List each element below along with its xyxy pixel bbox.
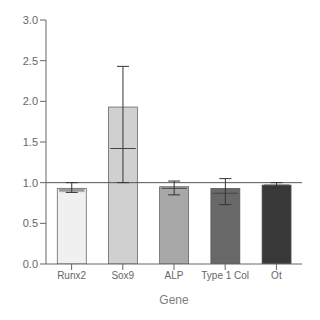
- svg-text:0.5: 0.5: [23, 217, 38, 229]
- svg-text:Ot: Ot: [271, 270, 282, 281]
- svg-text:2.5: 2.5: [23, 55, 38, 67]
- svg-text:Sox9: Sox9: [111, 270, 134, 281]
- svg-text:2.0: 2.0: [23, 95, 38, 107]
- svg-text:Runx2: Runx2: [57, 270, 86, 281]
- svg-text:1.0: 1.0: [23, 177, 38, 189]
- svg-text:3.0: 3.0: [23, 14, 38, 26]
- svg-text:Type 1 Col: Type 1 Col: [201, 270, 249, 281]
- svg-text:1.5: 1.5: [23, 136, 38, 148]
- svg-text:ALP: ALP: [165, 270, 184, 281]
- svg-text:Gene: Gene: [159, 293, 189, 307]
- svg-text:0.0: 0.0: [23, 258, 38, 270]
